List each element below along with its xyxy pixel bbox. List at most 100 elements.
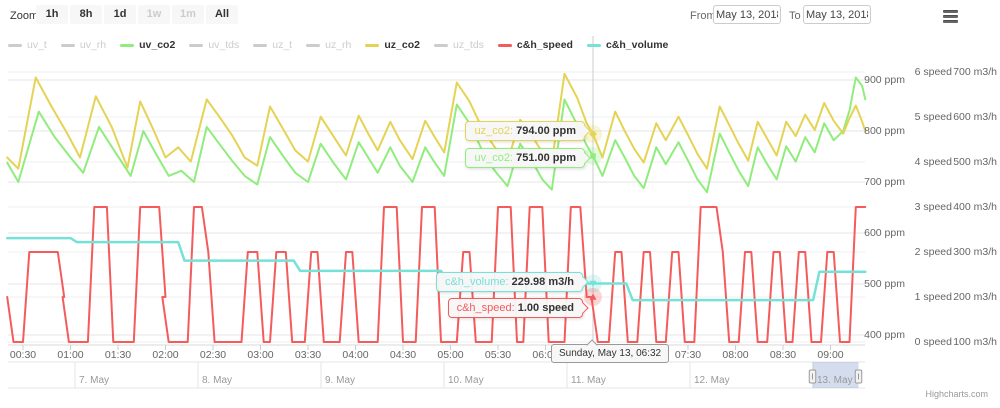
legend-symbol [8,43,22,47]
y-axis-label-volume: 300 m3/h [953,246,997,258]
marker-square [590,153,596,159]
y-axis-label-volume: 600 m3/h [953,111,997,123]
series-line-ch_volume [5,236,867,302]
x-axis-label: 08:00 [722,349,749,361]
legend-label: uz_co2 [384,39,420,51]
tooltip-value: 751.00 ppm [516,152,576,164]
from-date-input[interactable] [713,5,781,24]
y-axis-label-volume: 200 m3/h [953,291,997,303]
legend-item-uz_co2[interactable]: uz_co2 [365,39,420,51]
legend-symbol [120,43,135,47]
navigator-selected-range[interactable] [812,362,859,388]
x-axis-label: 07:30 [674,349,702,361]
crosshair-date-label: Sunday, May 13, 06:32 [551,338,670,363]
legend-symbol [433,43,448,47]
legend: uv_t uv_rh uv_co2 uv_tds uz_t uz_rh uz_co2 uz_t… [8,39,668,51]
y-axis-label-volume: 700 m3/h [953,66,997,78]
tooltip-ch-speed: c&h_speed: 1.00 speed [447,298,589,318]
navigator-day-label: 11. May [571,375,606,386]
tooltip-uv-co2: uv_co2: 751.00 ppm [465,148,591,168]
legend-item-uv_t[interactable]: uv_t [8,39,47,51]
x-axis-label: 02:30 [199,349,227,361]
navigator-day-label: 8. May [202,375,233,386]
legend-item-uv_rh[interactable]: uv_rh [60,39,107,51]
highcharts-credit[interactable]: Highcharts.com [925,389,988,399]
y-axis-label-volume: 400 m3/h [953,201,997,213]
legend-item-uv_tds[interactable]: uv_tds [189,39,239,51]
x-axis-label: 01:30 [104,349,132,361]
y-axis-label-volume: 500 m3/h [953,156,997,168]
y-axis-label-speed: 6 speed [914,66,952,78]
series-line-uz_co2 [6,72,867,170]
zoom-button-1w: 1w [138,5,170,24]
legend-label: c&h_volume [605,39,669,51]
y-axis-label-speed: 4 speed [914,156,952,168]
x-axis-label: 04:30 [389,349,417,361]
navigator-day-label: 10. May [448,375,484,386]
legend-label: uv_rh [79,39,107,51]
x-axis-label: 02:00 [152,349,179,361]
x-axis-label: 09:00 [817,349,844,361]
zoom-label: Zoom [10,10,39,22]
x-axis-label: 03:00 [247,349,274,361]
tooltip-value: 1.00 speed [517,302,574,314]
y-axis-label-ppm: 800 ppm [864,125,905,137]
legend-item-uz_t[interactable]: uz_t [253,39,292,51]
legend-symbol [189,43,204,47]
x-axis-label: 03:30 [294,349,322,361]
tooltip-series-label: c&h_speed: [456,302,515,314]
legend-item-uv_co2[interactable]: uv_co2 [120,39,175,51]
crosshair-date-text: Sunday, May 13, 06:32 [559,348,662,359]
y-axis-label-speed: 3 speed [914,201,952,213]
y-axis-label-speed: 2 speed [914,246,952,258]
y-axis-label-ppm: 500 ppm [864,278,905,290]
x-axis-label: 04:00 [342,349,369,361]
x-axis-label: 01:00 [57,349,84,361]
y-axis-label-ppm: 900 ppm [864,74,905,86]
marker-triangle [589,293,597,300]
tooltip-value: 229.98 m3/h [511,276,574,288]
legend-item-ch_speed[interactable]: c&h_speed [497,39,573,51]
navigator-day-label: 9. May [325,375,356,386]
legend-symbol [253,43,268,47]
to-date-input[interactable] [803,5,871,24]
legend-symbol [497,43,512,47]
series-line-ch_speed [6,206,867,343]
tooltip-series-label: uv_co2: [474,152,514,164]
menu-icon[interactable] [943,10,958,25]
zoom-button-8h[interactable]: 8h [70,5,102,24]
legend-label: uz_tds [452,39,484,51]
x-axis-label: 05:30 [484,349,512,361]
legend-label: uz_t [272,39,293,51]
navigator-day-label: 7. May [79,375,110,386]
y-axis-label-speed: 5 speed [914,111,952,123]
marker-diamond [589,130,597,138]
x-axis-label: 00:30 [9,349,37,361]
legend-symbol [365,43,380,47]
y-axis-label-ppm: 600 ppm [864,227,905,239]
zoom-button-1m: 1m [172,5,204,24]
legend-symbol [60,43,75,47]
tooltip-value: 794.00 ppm [516,125,576,137]
to-label: To [789,10,801,22]
legend-item-uz_rh[interactable]: uz_rh [306,39,351,51]
tooltip-series-label: c&h_volume: [444,276,509,288]
legend-item-uz_tds[interactable]: uz_tds [433,39,484,51]
legend-symbol [586,43,601,47]
y-axis-label-volume: 100 m3/h [953,336,997,348]
zoom-button-1d[interactable]: 1d [104,5,136,24]
legend-label: uv_t [27,39,47,51]
y-axis-label-ppm: 400 ppm [864,329,905,341]
zoom-button-all[interactable]: All [206,5,238,24]
legend-item-ch_volume[interactable]: c&h_volume [586,39,669,51]
legend-label: uv_co2 [139,39,176,51]
y-axis-label-speed: 1 speed [914,291,952,303]
marker-triangle-down [589,280,597,287]
navigator-day-label: 12. May [694,375,730,386]
zoom-button-1h[interactable]: 1h [36,5,68,24]
legend-label: uz_rh [325,39,352,51]
from-label: From [690,10,716,22]
navigator-day-label: 13. May [817,375,853,386]
